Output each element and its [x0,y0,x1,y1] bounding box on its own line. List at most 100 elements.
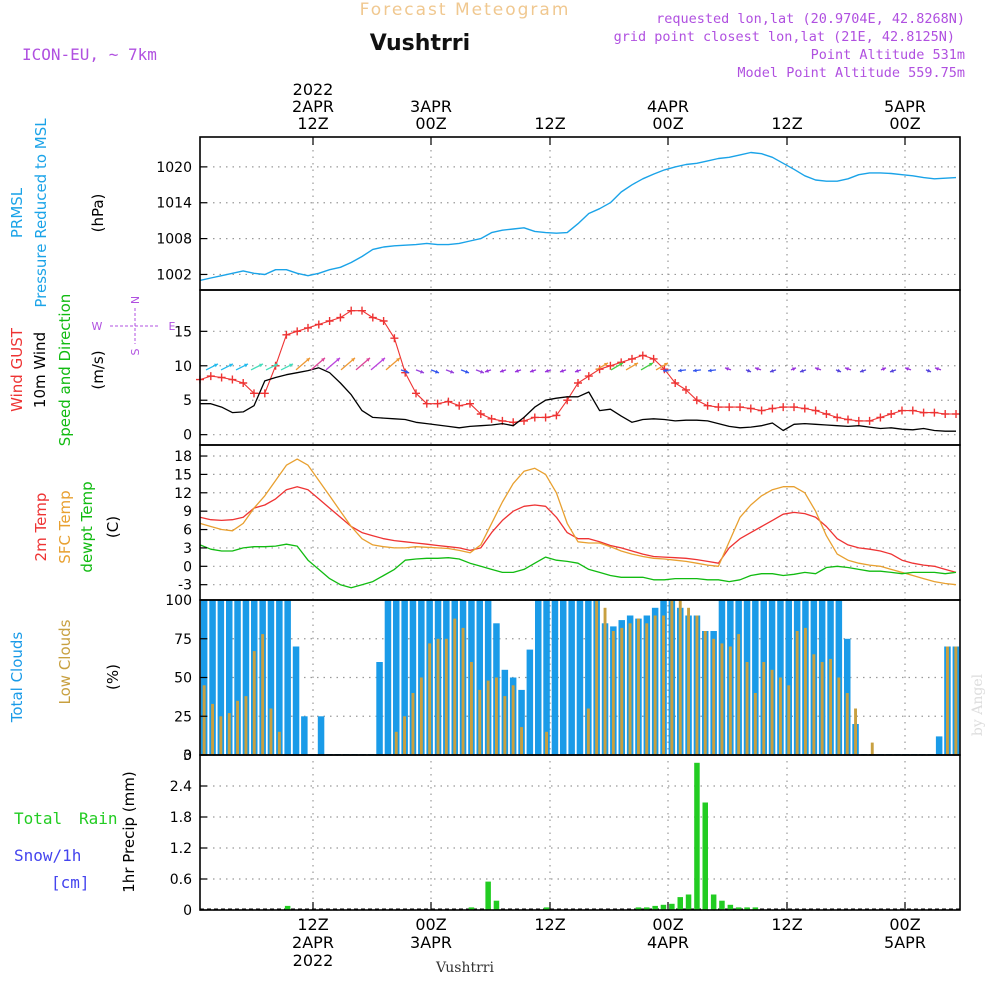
ytick-label: 5 [183,393,192,409]
temp-sfc-label: SFC Temp [56,490,74,563]
wind-arrow-head [336,357,340,362]
gust-marker [336,313,345,322]
header-text: Forecast Meteogram Vushtrri ICON-EU, ~ 7… [22,0,986,976]
low-cloud-bar [870,742,874,755]
compass-n: N [129,296,142,304]
gust-marker [314,320,323,329]
xtick-label-bottom: 12Z [534,915,565,934]
total-cloud-bar [752,600,759,755]
wind-arrow-head [837,368,841,373]
precip-bar [635,907,642,910]
precip-bar [485,881,491,910]
wind-arrow-head [545,369,549,373]
low-cloud-bar [779,677,782,755]
gust-marker [433,399,442,408]
low-cloud-bar [227,713,231,755]
snow-label: Snow/1h [14,846,81,865]
wind-arrow-head [663,368,667,373]
gust-marker [660,365,669,374]
precip-bar [468,907,475,910]
total-cloud-bar [535,600,542,755]
low-cloud-label: Low Clouds [56,619,74,704]
low-cloud-bar [820,662,824,755]
total-cloud-bar [209,600,216,755]
wind-arrow-head [575,369,579,373]
wind-arrow-head [420,369,424,374]
low-cloud-bar [753,693,757,755]
low-cloud-bar [595,600,599,755]
gust-marker [282,330,291,339]
precip-bar [543,907,550,910]
ytick-label: 15 [174,467,192,483]
wind-arrow-head [792,367,796,371]
wind-arrow-head [664,362,668,367]
gust-marker [347,306,356,315]
precip-bar [735,907,742,910]
precip-bar [710,894,717,910]
total-cloud-bar [384,600,392,755]
gust-marker [692,396,701,405]
temp-2m-label: 2m Temp [32,493,50,562]
low-cloud-bar [261,634,265,755]
low-cloud-bar [854,708,857,755]
compass-e: E [169,320,176,333]
precip-bar [644,907,650,910]
gust-marker [746,404,755,413]
gust-marker [649,354,658,363]
precip-unit: 1hr Precip (mm) [120,771,138,892]
wind-arrow-head [770,369,774,373]
low-cloud-bar [662,615,665,755]
xtick-label-bottom: 00Z [415,915,446,934]
low-cloud-bar [645,623,649,756]
ytick-label: 100 [165,593,192,609]
point-altitude: Point Altitude 531m [811,47,965,63]
wind-direction-label: Speed and Direction [56,294,74,447]
temp-sfc-line [199,458,957,586]
wind-label: 10m Wind [31,332,49,408]
wind-arrow-head [515,369,519,373]
gust-marker [725,403,734,412]
low-cloud-bar [428,643,432,755]
gust-marker [520,416,528,425]
total-cloud-bar [234,600,241,755]
snow-unit: [cm] [51,873,90,892]
gust-marker [487,414,496,423]
gust-marker [260,389,269,398]
gust-marker [304,323,312,332]
low-cloud-bar [461,627,465,755]
rain-total-label: Total [14,809,62,828]
xtick-label-top: 12Z [771,114,802,133]
wind-arrow-head [351,357,355,362]
ytick-label: 3 [183,541,192,557]
wind-arrow-head [289,363,293,368]
gust-marker [854,416,863,425]
ytick-label: 0.6 [170,872,192,888]
wind-arrow-head [560,369,564,373]
low-cloud-bar [687,607,690,756]
gust-marker [379,317,388,325]
low-cloud-bar [453,618,457,755]
total-cloud-bar [543,600,550,755]
low-cloud-bar [611,631,615,755]
ytick-label: 6 [183,523,192,539]
low-cloud-bar [678,600,682,755]
low-cloud-bar [720,643,724,755]
gust-marker [898,406,906,415]
xtick-label-bottom: 3APR [410,933,452,952]
ytick-label: 50 [174,671,192,687]
ytick-label: 1002 [156,267,192,283]
gust-marker [941,410,950,418]
gust-marker [628,354,636,363]
grid-point-coords: grid point closest lon,lat (21E, 42.8125… [614,29,955,45]
precip-bar [702,802,708,910]
low-cloud-bar [795,631,799,755]
low-cloud-bar [419,677,423,755]
total-cloud-bar [393,600,400,755]
wind-arrow-head [890,369,894,373]
grid-lines [200,137,960,911]
total-cloud-bar [476,600,483,755]
precip-bar [694,762,700,911]
low-cloud-bar [394,731,398,756]
total-cloud-bar [217,600,225,755]
